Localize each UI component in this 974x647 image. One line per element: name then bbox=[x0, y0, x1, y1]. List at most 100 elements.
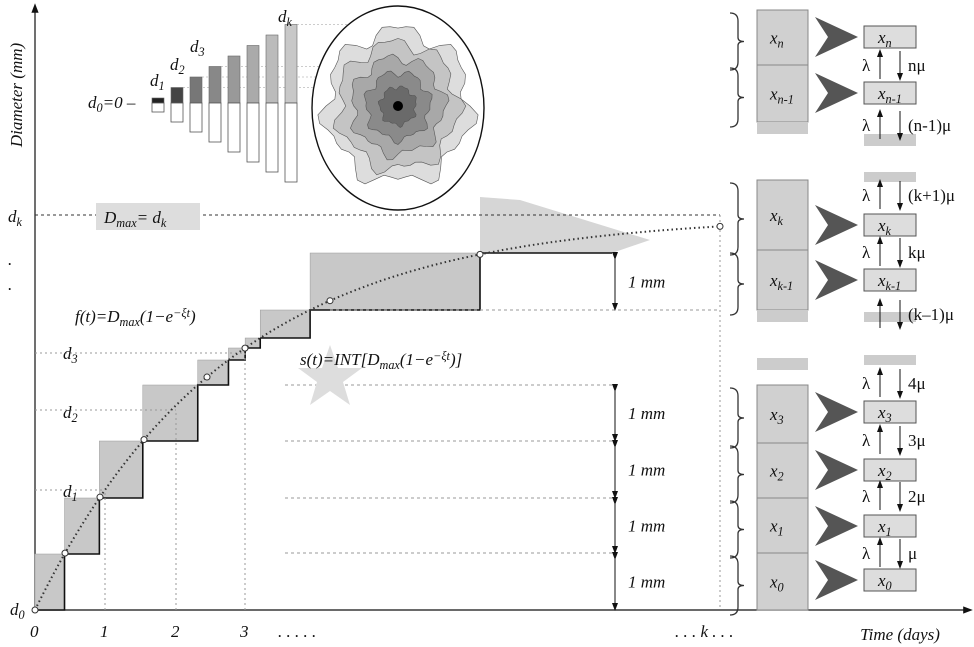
y-tick-label-part: 0 bbox=[19, 608, 25, 622]
break bbox=[757, 310, 808, 322]
inset-bar-label: d2 bbox=[170, 55, 185, 77]
step-area-top bbox=[480, 197, 650, 253]
rate-down: nμ bbox=[908, 56, 926, 75]
curve-point bbox=[242, 345, 248, 351]
rate-up: λ bbox=[862, 544, 871, 563]
funnel bbox=[815, 450, 858, 490]
core bbox=[393, 101, 403, 111]
mm-label: 1 mm bbox=[628, 573, 665, 592]
f-formula-part: −ξt bbox=[173, 306, 190, 320]
funnel bbox=[815, 506, 858, 546]
break bbox=[757, 122, 808, 134]
step-area bbox=[310, 253, 480, 310]
rate-down: μ bbox=[908, 544, 917, 563]
rate-down: 2μ bbox=[908, 487, 926, 506]
x-tick-label: 0 bbox=[30, 622, 39, 641]
curve-point bbox=[141, 437, 147, 443]
f-formula-part: f(t)=D bbox=[75, 307, 120, 326]
state-box-label-part: 1 bbox=[886, 525, 892, 539]
y-tick-label-part: 3 bbox=[71, 352, 78, 366]
inset-bar-top bbox=[285, 25, 297, 104]
mm-label: 1 mm bbox=[628, 517, 665, 536]
inset-bar-top bbox=[171, 88, 183, 104]
dmax-label-part: k bbox=[161, 216, 167, 230]
inset-bar-label-part: 2 bbox=[179, 63, 185, 77]
brace bbox=[730, 501, 744, 558]
brace bbox=[730, 183, 744, 255]
y-tick-label-part: k bbox=[17, 215, 23, 229]
inset-bar-bottom bbox=[285, 103, 297, 182]
funnel bbox=[815, 560, 858, 600]
rate-down: 4μ bbox=[908, 374, 926, 393]
y-tick-label: . bbox=[8, 250, 12, 269]
brace bbox=[730, 388, 744, 448]
state-box-label-part: k bbox=[886, 224, 892, 238]
state-label-part: n bbox=[778, 36, 784, 50]
f-formula-part: ) bbox=[189, 307, 196, 326]
inset-bar-bottom bbox=[209, 103, 221, 142]
y-tick-label: d3 bbox=[63, 344, 78, 366]
inset-d0-label: d0=0 – bbox=[88, 93, 136, 115]
y-tick-label: . bbox=[8, 275, 12, 294]
break bbox=[757, 358, 808, 370]
y-axis-label: Diameter (mm) bbox=[7, 43, 26, 149]
brace bbox=[730, 13, 744, 70]
inset-bar-bottom bbox=[247, 103, 259, 162]
funnel bbox=[815, 73, 858, 113]
inset-bar-bottom bbox=[171, 103, 183, 122]
funnel bbox=[815, 392, 858, 432]
x-tick-label: . . . . . bbox=[278, 622, 316, 641]
funnel bbox=[815, 260, 858, 300]
inset-bar-label: dk bbox=[278, 7, 293, 29]
x-tick-label: 2 bbox=[171, 622, 180, 641]
state-label-part: k-1 bbox=[778, 279, 794, 293]
state-label-part: 3 bbox=[777, 413, 784, 427]
break-small bbox=[864, 172, 916, 182]
y-tick-label-part: 1 bbox=[72, 490, 78, 504]
rate-up: λ bbox=[862, 374, 871, 393]
x-tick-label: 1 bbox=[100, 622, 109, 641]
s-formula-part: (1−e bbox=[400, 350, 434, 369]
rate-up: λ bbox=[862, 243, 871, 262]
page: {"y_axis_label":"Diameter (mm)","x_axis_… bbox=[0, 0, 974, 647]
y-tick-label-part: . bbox=[8, 275, 12, 294]
state-box-label-part: 3 bbox=[885, 411, 892, 425]
step-area bbox=[198, 360, 229, 385]
curve-point bbox=[97, 494, 103, 500]
y-tick-label: d1 bbox=[63, 482, 78, 504]
y-tick-label-part: . bbox=[8, 250, 12, 269]
s-formula-part: −ξt bbox=[433, 349, 450, 363]
y-tick-label-part: 2 bbox=[72, 411, 78, 425]
f-formula: f(t)=Dmax(1−e−ξt) bbox=[75, 306, 196, 329]
s-formula-part: s(t)=INT[D bbox=[300, 350, 380, 369]
inset-bar-label: d1 bbox=[150, 71, 165, 93]
break-small bbox=[864, 355, 916, 365]
dmax-label-part: max bbox=[116, 216, 137, 230]
funnel bbox=[815, 17, 858, 57]
inset-bar-label-part: k bbox=[287, 15, 293, 29]
f-formula-part: max bbox=[120, 315, 141, 329]
inset-bar-top bbox=[152, 98, 164, 103]
curve-point bbox=[717, 223, 723, 229]
rate-up: λ bbox=[862, 56, 871, 75]
inset-bar-label-part: 1 bbox=[159, 79, 165, 93]
inset-bar-bottom bbox=[228, 103, 240, 152]
state-label-part: 1 bbox=[778, 524, 784, 538]
dmax-label-part: D bbox=[103, 208, 117, 227]
state-label-part: 0 bbox=[778, 580, 784, 594]
inset-bar-bottom bbox=[152, 103, 164, 112]
rate-down: (n-1)μ bbox=[908, 116, 951, 135]
inset-bar-bottom bbox=[190, 103, 202, 132]
rate-down: (k+1)μ bbox=[908, 186, 955, 205]
state-box-label-part: 0 bbox=[886, 579, 892, 593]
f-formula-part: (1−e bbox=[140, 307, 174, 326]
mm-label: 1 mm bbox=[628, 273, 665, 292]
y-tick-label: d0 bbox=[10, 600, 25, 622]
inset-bar-bottom bbox=[266, 103, 278, 172]
state-label-part: 2 bbox=[778, 469, 784, 483]
y-tick-label: dk bbox=[8, 207, 23, 229]
brace bbox=[730, 556, 744, 615]
diagram: Diameter (mm) Time (days) d0=0 –d1d2d3dk… bbox=[0, 0, 974, 647]
funnel bbox=[815, 205, 858, 245]
s-formula-part: max bbox=[379, 358, 400, 372]
